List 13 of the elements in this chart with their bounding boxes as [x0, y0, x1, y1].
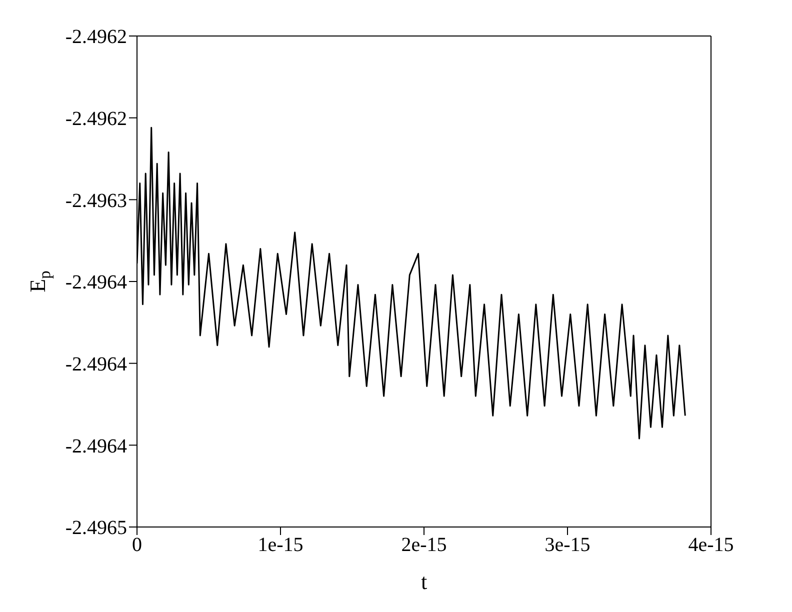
y-tick-label: -2.4962: [65, 108, 127, 130]
y-tick-label: -2.4963: [65, 190, 127, 212]
y-tick-label: -2.4964: [65, 353, 127, 376]
x-tick-label: 2e-15: [401, 534, 447, 556]
x-tick-label: 1e-15: [258, 534, 304, 556]
y-tick-label: -2.4962: [65, 26, 127, 48]
y-tick-label: -2.4965: [65, 517, 127, 540]
y-tick-label: -2.4964: [65, 272, 127, 294]
x-tick-label: 3e-15: [544, 534, 590, 556]
x-tick-label: 0: [132, 534, 142, 556]
y-tick-label: -2.4964: [65, 435, 127, 458]
x-tick-label: 4e-15: [688, 534, 734, 556]
x-axis-title: t: [420, 569, 428, 594]
